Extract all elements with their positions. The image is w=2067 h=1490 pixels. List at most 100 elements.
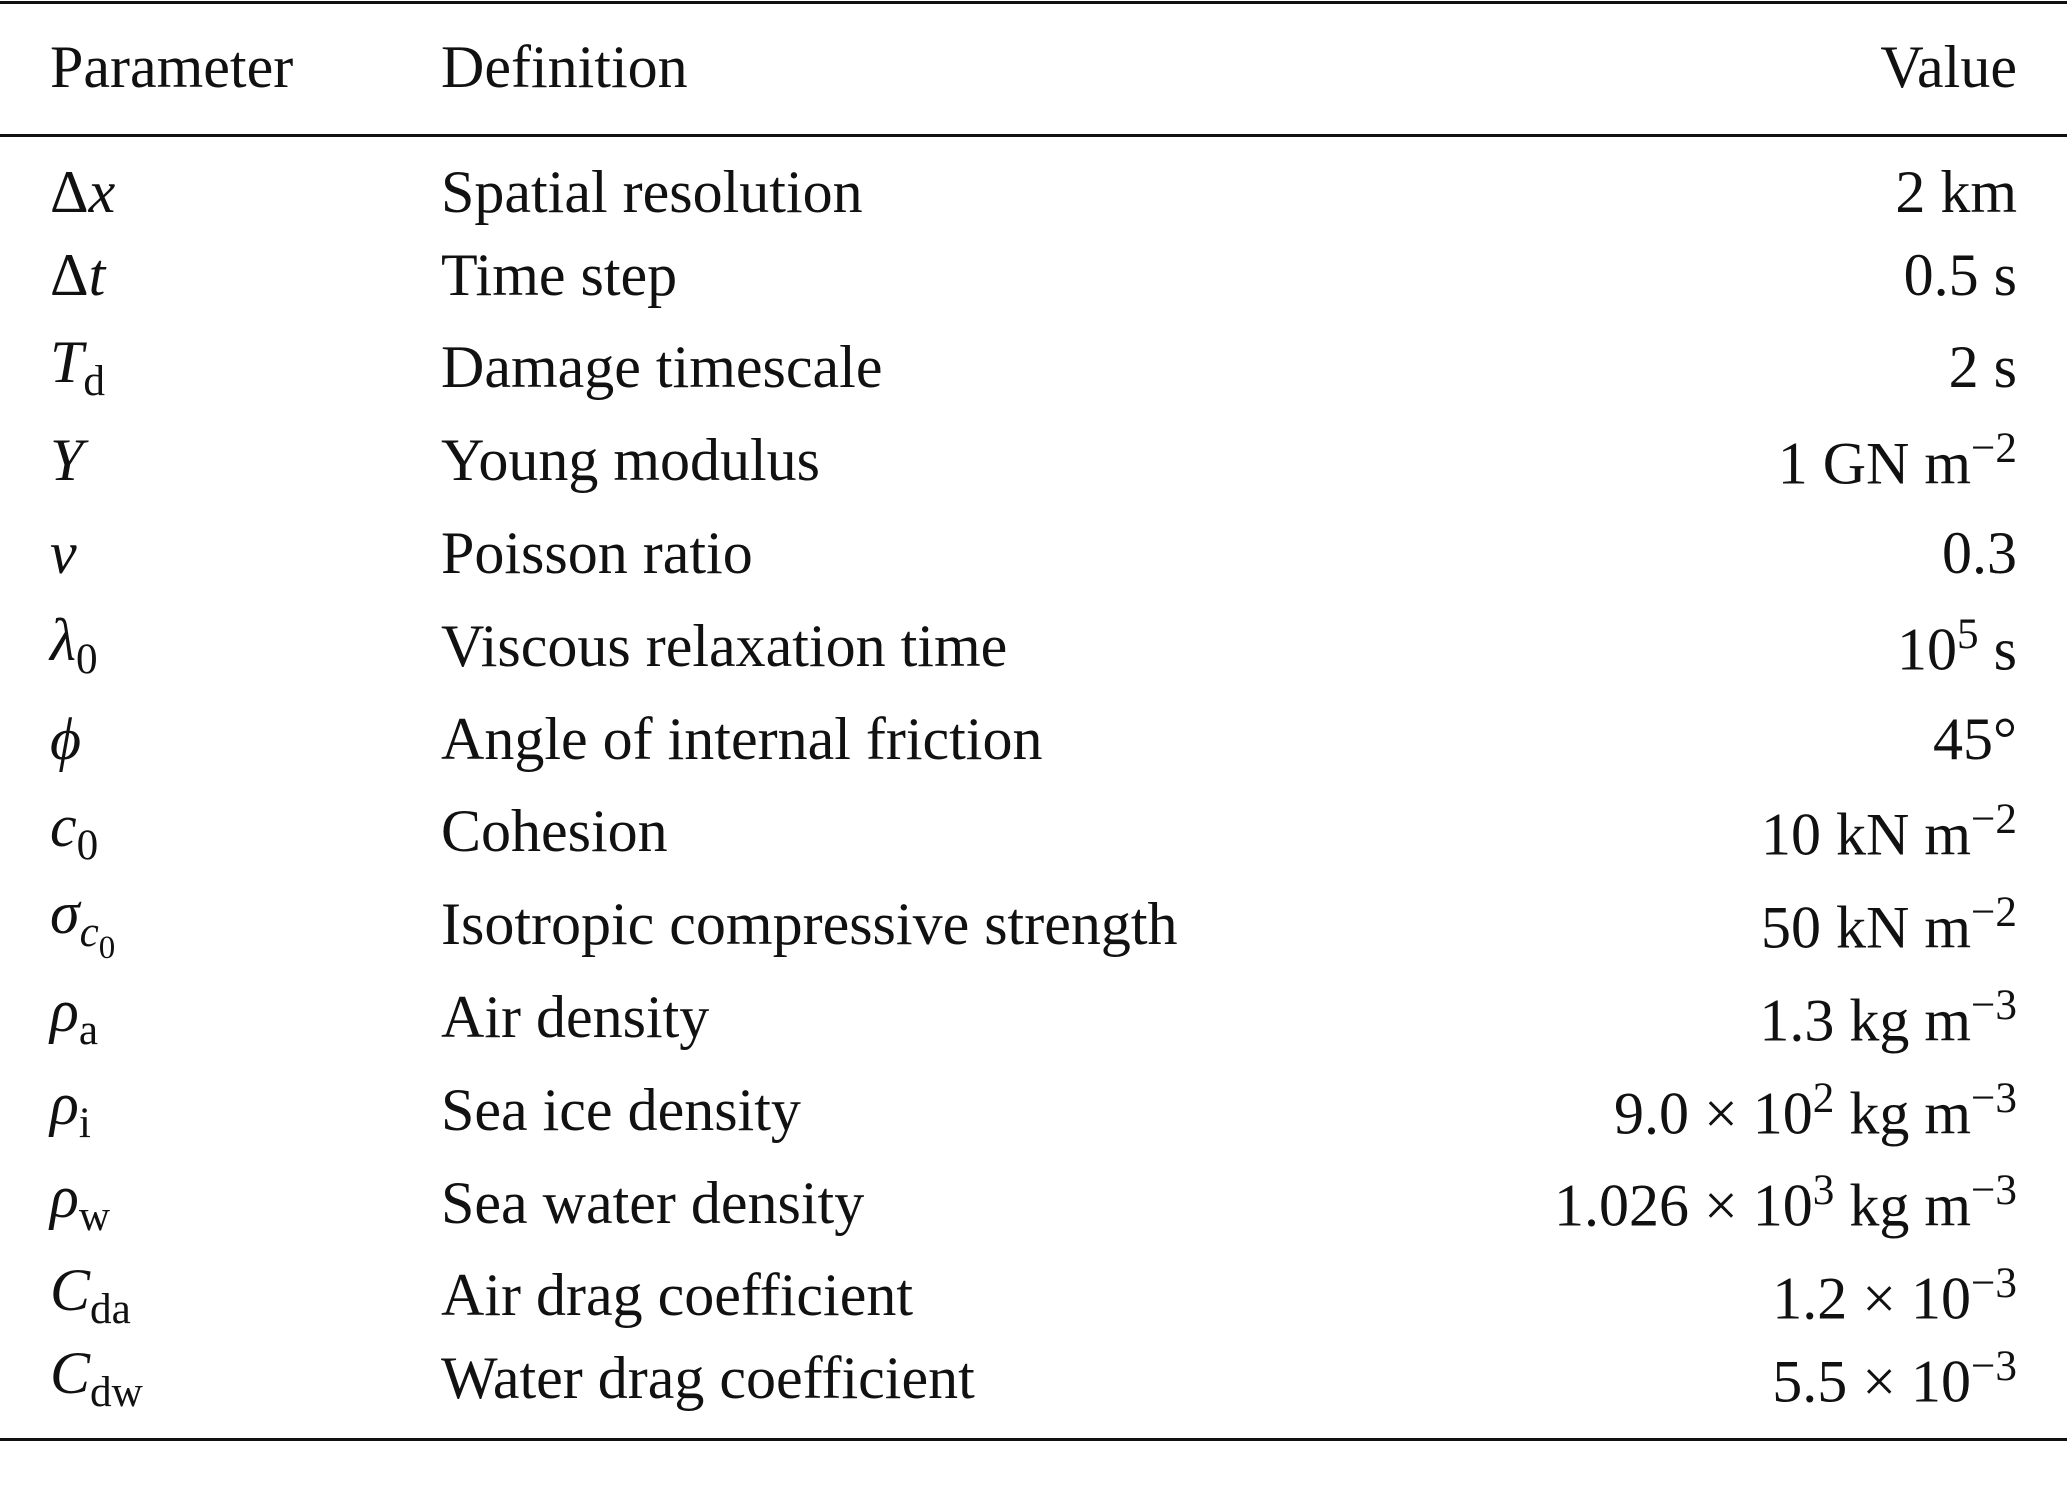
text-segment: dw	[90, 1368, 143, 1416]
parameter-cell: σc0	[0, 878, 440, 971]
text-segment: 45°	[1933, 705, 2017, 772]
text-segment: 50 kN m	[1761, 894, 1972, 961]
text-segment: 2 s	[1948, 334, 2017, 401]
definition-cell: Viscous relaxation time	[441, 612, 1008, 679]
text-segment: −3	[1971, 1167, 2017, 1215]
text-segment: a	[78, 1007, 98, 1055]
definition-cell: Time step	[441, 241, 678, 308]
definition-cell: Angle of internal friction	[441, 705, 1043, 772]
text-segment: −3	[1971, 981, 2017, 1029]
parameter-cell: c0	[0, 785, 440, 878]
text-segment: d	[83, 357, 105, 405]
definition-cell: Damage timescale	[441, 334, 883, 401]
header-cell: Parameter	[50, 33, 294, 100]
table-row: λ0 Viscous relaxation time 105 s	[0, 599, 2067, 692]
table-row: Δx Spatial resolution 2 km	[0, 136, 2067, 229]
text-segment: −3	[1971, 1260, 2017, 1308]
text-segment: da	[90, 1285, 131, 1333]
parameter-cell: Δt	[0, 228, 440, 321]
text-segment: C	[50, 1339, 91, 1406]
text-segment: 5.5 × 10	[1772, 1348, 1972, 1415]
table-body: Δx Spatial resolution 2 km Δt Time step 0.5 s…	[0, 136, 2067, 1440]
definition-cell: Isotropic compressive strength	[441, 891, 1178, 958]
text-segment: 3	[1812, 1167, 1835, 1215]
value-cell: 2 km	[1399, 136, 2067, 229]
value-cell: 0.5 s	[1399, 228, 2067, 321]
text-segment: ν	[50, 520, 77, 587]
text-segment: t	[88, 241, 106, 308]
value-cell: 0.3	[1399, 507, 2067, 600]
text-segment: ϕ	[50, 705, 82, 772]
definition-cell: Air drag coefficient	[441, 1262, 914, 1329]
text-segment: 1 GN m	[1777, 430, 1972, 497]
parameter-cell: ν	[0, 507, 440, 600]
definition-cell: Young modulus	[441, 427, 821, 494]
value-cell: 1.2 × 10−3	[1399, 1249, 2067, 1342]
table-row: ϕ Angle of internal friction 45°	[0, 692, 2067, 785]
value-cell: 1.026 × 103 kg m−3	[1399, 1156, 2067, 1249]
text-segment: 2	[1812, 1074, 1835, 1122]
text-segment: x	[88, 158, 116, 225]
text-segment: kg m	[1834, 1080, 1972, 1147]
header-cell: Definition	[441, 33, 688, 100]
text-segment: −3	[1971, 1074, 2017, 1122]
text-segment: 10 kN m	[1761, 801, 1972, 868]
definition-cell: Cohesion	[441, 798, 668, 865]
text-segment: i	[78, 1100, 91, 1148]
value-cell: 1 GN m−2	[1399, 414, 2067, 507]
parameter-cell: λ0	[0, 599, 440, 692]
value-cell: 105 s	[1399, 599, 2067, 692]
parameter-cell: Y	[0, 414, 440, 507]
value-cell: 5.5 × 10−3	[1399, 1342, 2067, 1440]
parameter-cell: ϕ	[0, 692, 440, 785]
text-segment: −3	[1971, 1343, 2017, 1391]
definition-cell: Sea ice density	[441, 1076, 801, 1143]
text-segment: λ	[50, 607, 76, 674]
text-segment: Δ	[50, 158, 89, 225]
definition-cell: Spatial resolution	[441, 158, 863, 225]
parameter-table: Parameter Definition Value Δx Spatial res…	[0, 1, 2067, 1442]
text-segment: 10	[1897, 616, 1958, 683]
table-row: ν Poisson ratio 0.3	[0, 507, 2067, 600]
table-row: ρi Sea ice density 9.0 × 102 kg m−3	[0, 1063, 2067, 1156]
text-segment: Y	[50, 427, 84, 494]
text-segment: ρ	[50, 1164, 79, 1231]
text-segment: c	[79, 909, 99, 957]
value-cell: 9.0 × 102 kg m−3	[1399, 1063, 2067, 1156]
text-segment: kg m	[1834, 1172, 1972, 1239]
definition-cell: Poisson ratio	[441, 520, 753, 587]
text-segment: T	[50, 328, 84, 395]
text-segment: 0.5 s	[1903, 241, 2017, 308]
parameter-cell: Cdw	[0, 1342, 440, 1440]
text-segment: Δ	[50, 241, 89, 308]
text-segment: 1.026 × 10	[1553, 1172, 1813, 1239]
text-segment: 0	[76, 821, 99, 869]
text-segment: 5	[1957, 610, 1979, 658]
text-segment: 0	[76, 636, 98, 684]
value-cell: 10 kN m−2	[1399, 785, 2067, 878]
text-segment: σ	[50, 880, 80, 947]
table-row: Δt Time step 0.5 s	[0, 228, 2067, 321]
text-segment: s	[1978, 616, 2017, 683]
text-segment: w	[78, 1193, 111, 1241]
definition-cell: Air density	[441, 984, 710, 1051]
text-segment: 1.2 × 10	[1772, 1265, 1972, 1332]
parameter-cell: Cda	[0, 1249, 440, 1342]
text-segment: 9.0 × 10	[1613, 1080, 1813, 1147]
text-segment: ρ	[50, 978, 79, 1045]
table-row: ρw Sea water density 1.026 × 103 kg m−3	[0, 1156, 2067, 1249]
value-cell: 2 s	[1399, 321, 2067, 414]
value-cell: 45°	[1399, 692, 2067, 785]
text-segment: C	[50, 1256, 91, 1323]
text-segment: 0	[98, 930, 116, 967]
text-segment: −2	[1971, 888, 2017, 936]
value-cell: 50 kN m−2	[1399, 878, 2067, 971]
table-row: σc0 Isotropic compressive strength 50 kN m…	[0, 878, 2067, 971]
definition-cell: Sea water density	[441, 1169, 865, 1236]
table-row: ρa Air density 1.3 kg m−3	[0, 971, 2067, 1064]
text-segment: 2 km	[1895, 158, 2017, 225]
header-cell: Value	[1880, 33, 2017, 100]
parameter-cell: ρi	[0, 1063, 440, 1156]
table-row: Y Young modulus 1 GN m−2	[0, 414, 2067, 507]
